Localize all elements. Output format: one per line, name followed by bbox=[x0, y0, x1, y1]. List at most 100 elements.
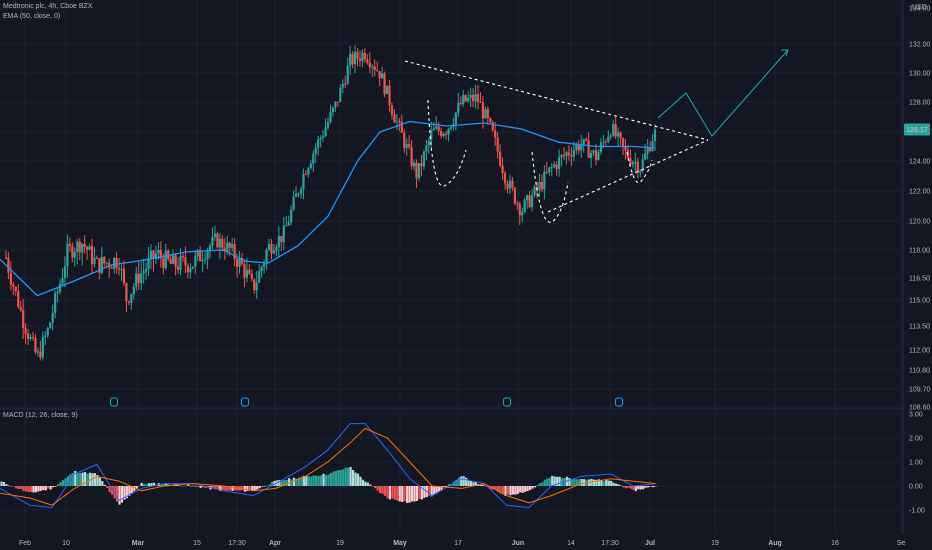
candle-body[interactable] bbox=[381, 73, 384, 79]
candle-body[interactable] bbox=[494, 130, 497, 138]
candle-body[interactable] bbox=[646, 147, 649, 154]
candle-body[interactable] bbox=[258, 271, 261, 283]
candle-body[interactable] bbox=[388, 85, 391, 106]
ascending-trendline[interactable] bbox=[547, 139, 709, 213]
candle-body[interactable] bbox=[339, 87, 342, 102]
candle-body[interactable] bbox=[44, 335, 47, 337]
candle-body[interactable] bbox=[393, 114, 396, 123]
candle-body[interactable] bbox=[270, 243, 273, 254]
candle-body[interactable] bbox=[122, 268, 126, 284]
candle-body[interactable] bbox=[9, 272, 12, 285]
candle-body[interactable] bbox=[484, 109, 487, 119]
candle-body[interactable] bbox=[629, 158, 632, 165]
candle-body[interactable] bbox=[181, 255, 185, 258]
candle-body[interactable] bbox=[243, 264, 246, 278]
candle-body[interactable] bbox=[260, 266, 263, 272]
candle-body[interactable] bbox=[476, 94, 480, 102]
candle-body[interactable] bbox=[454, 112, 457, 125]
candle-body[interactable] bbox=[398, 121, 401, 123]
candle-body[interactable] bbox=[491, 121, 494, 131]
candle-body[interactable] bbox=[29, 336, 32, 339]
candle-body[interactable] bbox=[223, 247, 226, 252]
candle-body[interactable] bbox=[511, 180, 514, 188]
candle-body[interactable] bbox=[61, 278, 64, 284]
candle-body[interactable] bbox=[132, 286, 135, 294]
drawings[interactable] bbox=[110, 49, 789, 407]
candle-body[interactable] bbox=[208, 245, 212, 251]
candle-body[interactable] bbox=[499, 151, 502, 166]
candle-body[interactable] bbox=[167, 250, 170, 259]
candle-body[interactable] bbox=[113, 258, 116, 269]
candle-body[interactable] bbox=[290, 209, 293, 223]
candle-body[interactable] bbox=[634, 161, 637, 163]
candle-body[interactable] bbox=[560, 155, 563, 158]
candle-body[interactable] bbox=[550, 166, 553, 168]
candle-body[interactable] bbox=[24, 328, 27, 334]
candle-body[interactable] bbox=[162, 258, 165, 269]
candle-body[interactable] bbox=[263, 262, 266, 267]
candle-body[interactable] bbox=[363, 52, 367, 60]
candle-body[interactable] bbox=[235, 258, 239, 267]
candle-body[interactable] bbox=[26, 333, 30, 339]
ema-line[interactable] bbox=[0, 120, 656, 297]
candle-body[interactable] bbox=[46, 328, 49, 336]
projection-path[interactable] bbox=[657, 49, 789, 137]
candle-body[interactable] bbox=[231, 244, 234, 248]
candle-body[interactable] bbox=[420, 163, 423, 167]
candle-body[interactable] bbox=[609, 135, 612, 137]
candle-body[interactable] bbox=[17, 291, 20, 307]
event-marker-icon[interactable] bbox=[241, 397, 249, 407]
macd-pane[interactable] bbox=[0, 423, 657, 509]
candle-body[interactable] bbox=[307, 168, 310, 175]
candle-body[interactable] bbox=[238, 257, 241, 267]
macd-legend[interactable]: MACD (12, 26, close, 9) bbox=[3, 412, 78, 419]
candle-body[interactable] bbox=[572, 150, 575, 157]
candle-body[interactable] bbox=[326, 121, 330, 128]
candle-body[interactable] bbox=[22, 309, 25, 329]
candle-body[interactable] bbox=[267, 243, 271, 250]
candle-body[interactable] bbox=[528, 195, 531, 207]
candle-body[interactable] bbox=[621, 137, 625, 147]
candle-body[interactable] bbox=[422, 151, 426, 167]
candle-body[interactable] bbox=[76, 241, 79, 252]
candle-body[interactable] bbox=[186, 265, 189, 273]
candle-body[interactable] bbox=[240, 257, 244, 265]
candle-body[interactable] bbox=[309, 163, 312, 169]
candle-body[interactable] bbox=[41, 336, 44, 358]
descending-trendline[interactable] bbox=[404, 60, 709, 141]
candle-body[interactable] bbox=[265, 249, 268, 263]
candle-body[interactable] bbox=[599, 142, 603, 153]
candle-body[interactable] bbox=[216, 233, 219, 248]
candle-body[interactable] bbox=[19, 306, 22, 310]
candle-body[interactable] bbox=[592, 150, 595, 153]
candle-body[interactable] bbox=[90, 246, 94, 265]
candle-body[interactable] bbox=[604, 141, 607, 143]
candle-body[interactable] bbox=[349, 53, 352, 66]
candle-body[interactable] bbox=[157, 250, 160, 254]
candle-body[interactable] bbox=[412, 162, 416, 167]
candle-body[interactable] bbox=[486, 109, 489, 119]
candle-body[interactable] bbox=[582, 138, 585, 145]
event-marker-icon[interactable] bbox=[110, 397, 118, 407]
candle-body[interactable] bbox=[385, 85, 389, 95]
candle-body[interactable] bbox=[88, 246, 91, 250]
candle-body[interactable] bbox=[496, 137, 499, 152]
candle-body[interactable] bbox=[292, 196, 295, 210]
event-marker-icon[interactable] bbox=[503, 397, 511, 407]
candle-body[interactable] bbox=[218, 238, 221, 248]
candle-body[interactable] bbox=[577, 144, 580, 151]
candle-body[interactable] bbox=[331, 107, 335, 112]
candle-body[interactable] bbox=[54, 293, 57, 313]
candle-body[interactable] bbox=[71, 245, 74, 258]
candle-body[interactable] bbox=[395, 121, 398, 123]
candle-body[interactable] bbox=[481, 102, 485, 119]
candle-body[interactable] bbox=[435, 126, 438, 129]
candle-body[interactable] bbox=[36, 351, 40, 353]
candle-body[interactable] bbox=[12, 284, 15, 288]
candle-body[interactable] bbox=[361, 52, 364, 61]
candle-body[interactable] bbox=[233, 244, 236, 259]
candle-body[interactable] bbox=[4, 257, 8, 259]
candle-body[interactable] bbox=[140, 273, 143, 284]
candle-body[interactable] bbox=[408, 144, 411, 148]
candle-body[interactable] bbox=[304, 174, 307, 176]
